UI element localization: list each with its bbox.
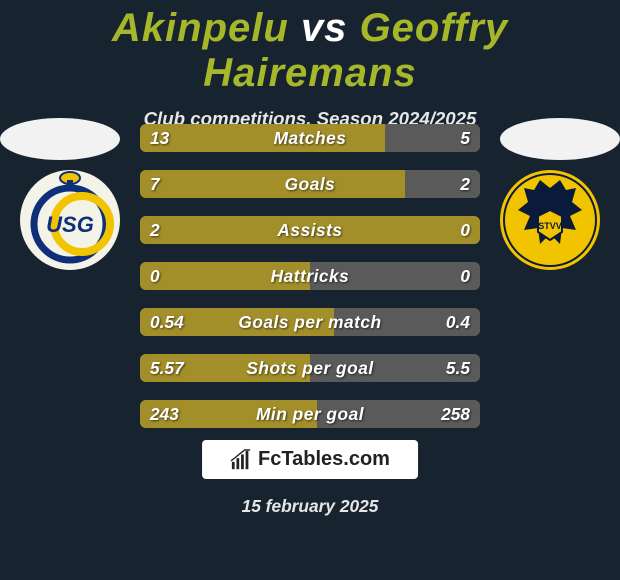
stat-label: Hattricks [140,262,480,290]
stat-label: Shots per goal [140,354,480,382]
stat-row: Matches13 5 [140,124,480,152]
stat-value-left: 0 [150,262,160,290]
stat-value-right: 5 [460,124,470,152]
title-player1: Akinpelu [112,6,289,50]
page-title: Akinpelu vs Geoffry Hairemans [0,0,620,96]
stat-value-right: 5.5 [446,354,470,382]
chart-icon [230,449,252,471]
comparison-bars: Matches135Goals72Assists20Hattricks00Goa… [140,124,480,446]
crest-left-icon: USG [20,170,120,270]
stat-row: Hattricks0 0 [140,262,480,290]
stat-value-left: 13 [150,124,169,152]
stat-row: Min per goal243 258 [140,400,480,428]
title-vs: vs [301,6,348,50]
club-crest-right: STVV [500,170,600,270]
stat-value-right: 0 [460,216,470,244]
club-crest-left: USG [20,170,120,270]
stat-row: Goals7 2 [140,170,480,198]
comparison-card: Akinpelu vs Geoffry Hairemans Club compe… [0,0,620,580]
stat-row: Shots per goal5.57 5.5 [140,354,480,382]
stat-value-right: 0.4 [446,308,470,336]
brand-badge: FcTables.com [202,440,418,479]
stat-value-left: 5.57 [150,354,184,382]
stat-row: Assists2 0 [140,216,480,244]
stat-value-left: 7 [150,170,160,198]
stat-value-right: 2 [460,170,470,198]
svg-text:USG: USG [46,212,94,237]
player-silhouette-left [0,118,120,160]
stat-label: Min per goal [140,400,480,428]
stat-value-left: 2 [150,216,160,244]
crest-right-icon: STVV [500,170,600,270]
stat-value-right: 258 [441,400,470,428]
stat-value-right: 0 [460,262,470,290]
stat-row: Goals per match0.54 0.4 [140,308,480,336]
stat-value-left: 0.54 [150,308,184,336]
stat-label: Goals per match [140,308,480,336]
stat-label: Assists [140,216,480,244]
stat-value-left: 243 [150,400,179,428]
brand-text: FcTables.com [258,448,390,471]
svg-text:STVV: STVV [538,221,562,231]
player-silhouette-right [500,118,620,160]
footer-date: 15 february 2025 [0,496,620,517]
stat-label: Matches [140,124,480,152]
stat-label: Goals [140,170,480,198]
